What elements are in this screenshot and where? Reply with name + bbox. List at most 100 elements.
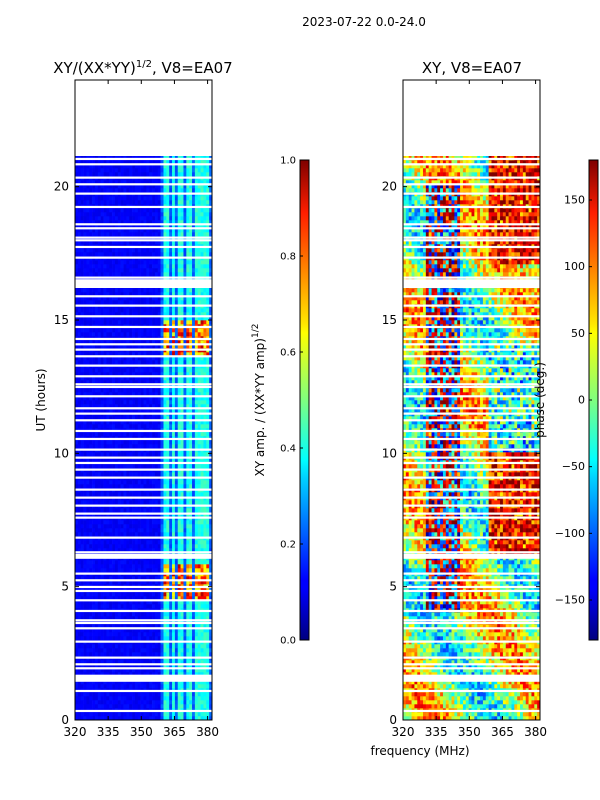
amplitude-cell [103, 444, 107, 449]
amplitude-cell [129, 628, 133, 633]
amplitude-cell [86, 564, 90, 569]
amplitude-cell [177, 360, 181, 365]
amplitude-cell [174, 696, 179, 701]
amplitude-cell [172, 532, 176, 537]
amplitude-cell [200, 592, 204, 597]
amplitude-cell [189, 444, 193, 449]
amplitude-cell [123, 396, 127, 401]
amplitude-cell [92, 664, 96, 669]
amplitude-cell [200, 452, 204, 457]
amplitude-cell [209, 520, 212, 525]
amplitude-cell [192, 680, 196, 685]
amplitude-cell [92, 716, 96, 720]
amplitude-cell [160, 704, 164, 709]
amplitude-cell [169, 596, 173, 601]
amplitude-cell [83, 392, 87, 397]
amplitude-cell [143, 668, 147, 673]
amplitude-cell [94, 592, 99, 597]
amplitude-cell [172, 520, 176, 525]
amplitude-cell [112, 532, 116, 537]
amplitude-cell [89, 452, 93, 457]
amplitude-cell [83, 568, 87, 573]
amplitude-cell [77, 548, 81, 553]
amplitude-cell [129, 432, 133, 437]
amplitude-cell [137, 692, 141, 697]
amplitude-cell [123, 648, 127, 653]
amplitude-cell [140, 612, 144, 617]
amplitude-cell [77, 540, 81, 545]
amplitude-cell [140, 352, 144, 357]
amplitude-cell [163, 624, 167, 629]
amplitude-cell [77, 644, 81, 649]
amplitude-cell [126, 716, 130, 720]
amplitude-cell [152, 392, 156, 397]
amplitude-cell [180, 716, 184, 720]
amplitude-cell [189, 624, 193, 629]
amplitude-cell [114, 548, 119, 553]
amplitude-cell [129, 408, 133, 413]
amplitude-cell [143, 528, 147, 533]
amplitude-cell [126, 420, 130, 425]
amplitude-cell [169, 480, 173, 485]
amplitude-cell [80, 328, 84, 333]
amplitude-cell [183, 576, 187, 581]
amplitude-cell [160, 440, 164, 445]
amplitude-cell [100, 612, 104, 617]
amplitude-cell [103, 624, 107, 629]
amplitude-cell [180, 368, 184, 373]
amplitude-cell [160, 308, 164, 313]
amplitude-cell [203, 612, 207, 617]
amplitude-cell [83, 580, 87, 585]
amplitude-cell [166, 560, 170, 565]
amplitude-cell [126, 356, 130, 361]
amplitude-cell [109, 548, 113, 553]
amplitude-cell [152, 624, 156, 629]
amplitude-cell [132, 388, 136, 393]
amplitude-cell [169, 524, 173, 529]
amplitude-cell [154, 628, 159, 633]
amplitude-cell [103, 328, 107, 333]
amplitude-cell [209, 568, 212, 573]
amplitude-cell [92, 616, 96, 621]
amplitude-cell [143, 376, 147, 381]
amplitude-cell [86, 700, 90, 705]
amplitude-cell [106, 596, 110, 601]
amplitude-cell [152, 632, 156, 637]
amplitude-cell [209, 508, 212, 513]
amplitude-cell [86, 596, 90, 601]
amplitude-cell [197, 340, 201, 345]
amplitude-cell [106, 308, 110, 313]
amplitude-cell [117, 352, 121, 357]
amplitude-cell [160, 408, 164, 413]
amplitude-cell [94, 452, 99, 457]
amplitude-cell [194, 344, 199, 349]
amplitude-cell [189, 480, 193, 485]
amplitude-cell [77, 376, 81, 381]
amplitude-cell [149, 356, 153, 361]
amplitude-cell [157, 316, 161, 321]
amplitude-cell [126, 360, 130, 365]
amplitude-cell [132, 316, 136, 321]
amplitude-cell [140, 424, 144, 429]
amplitude-cell [186, 612, 190, 617]
amplitude-cell [132, 320, 136, 325]
amplitude-cell [200, 328, 204, 333]
amplitude-cell [89, 508, 93, 513]
amplitude-cell [92, 528, 96, 533]
amplitude-cell [120, 652, 124, 657]
amplitude-cell [186, 420, 190, 425]
amplitude-cell [92, 568, 96, 573]
amplitude-cell [209, 316, 212, 321]
amplitude-cell [117, 668, 121, 673]
amplitude-cell [169, 452, 173, 457]
amplitude-cell [129, 380, 133, 385]
amplitude-cell [89, 444, 93, 449]
amplitude-cell [137, 408, 141, 413]
amplitude-cell [97, 632, 101, 637]
amplitude-cell [143, 500, 147, 505]
amplitude-cell [174, 444, 179, 449]
amplitude-cell [200, 388, 204, 393]
amplitude-cell [203, 700, 207, 705]
amplitude-cell [129, 528, 133, 533]
amplitude-cell [140, 332, 144, 337]
